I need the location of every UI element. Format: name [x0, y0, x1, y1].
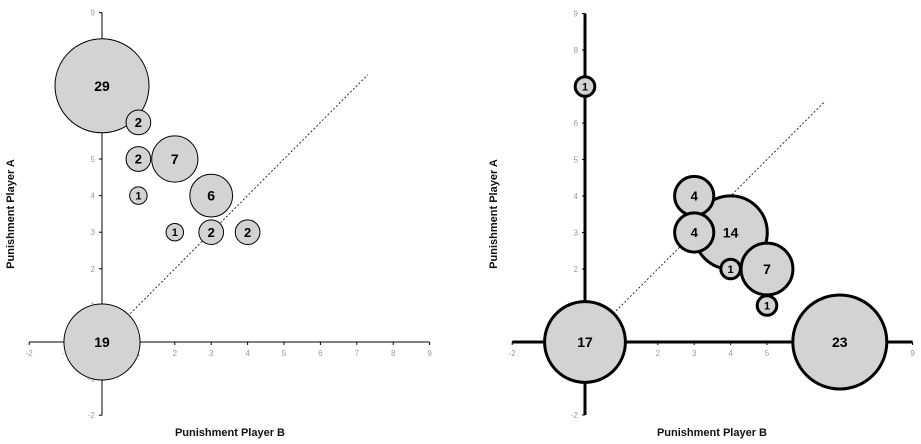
y-tick-label: 3	[91, 228, 96, 237]
x-axis-title: Punishment Player B	[657, 427, 767, 439]
y-axis-title: Punishment Player A	[488, 159, 500, 269]
bubble	[189, 173, 234, 218]
x-tick-label: -2	[509, 349, 517, 358]
y-tick-label: -2	[571, 411, 579, 420]
bubble	[129, 186, 148, 205]
y-tick-label: 3	[574, 229, 579, 238]
x-tick-label: 6	[318, 349, 323, 358]
x-tick-label: 3	[209, 349, 214, 358]
x-tick-label: 2	[173, 349, 178, 358]
bubble-count-label: 14	[723, 225, 739, 241]
bubble-count-label: 19	[94, 334, 110, 350]
x-tick-label: 4	[728, 349, 733, 358]
y-tick-label: 5	[91, 155, 96, 164]
x-tick-label: 9	[427, 349, 432, 358]
x-tick-label: 2	[656, 349, 661, 358]
bubble-count-label: 2	[244, 225, 251, 240]
bubble	[54, 38, 150, 134]
bubble	[165, 222, 185, 242]
bubble	[543, 300, 627, 384]
bubble-count-label: 2	[135, 152, 142, 167]
bubble	[234, 219, 261, 246]
y-tick-label: 4	[91, 192, 96, 201]
bubble-count-label: 1	[764, 300, 770, 312]
bubble-count-label: 4	[691, 225, 699, 240]
y-tick-label: 9	[574, 10, 579, 19]
bubble-count-label: 1	[728, 264, 734, 276]
y-tick-label: 6	[574, 119, 579, 128]
x-tick-label: -2	[26, 349, 34, 358]
bubble-count-label: 17	[577, 334, 593, 350]
y-tick-label: 9	[91, 9, 96, 18]
y-axis-title: Punishment Player A	[5, 159, 17, 269]
bubble-count-label: 23	[832, 334, 848, 350]
bubble-count-label: 7	[763, 261, 771, 277]
bubble-count-label: 1	[135, 191, 141, 203]
bubble-count-label: 7	[171, 151, 179, 167]
y-tick-label: 4	[574, 192, 579, 201]
bubble	[573, 75, 597, 98]
y-tick-label: 2	[574, 265, 579, 274]
bubble-count-label: 1	[582, 81, 588, 93]
bubble	[125, 109, 152, 136]
bubble-count-label: 1	[172, 227, 178, 239]
x-tick-label: 9	[910, 349, 915, 358]
diagonal-reference-line	[101, 74, 369, 343]
chart-right: -2-10123456789-2-10123456789Punishment P…	[488, 10, 915, 440]
bubble	[151, 135, 199, 183]
chart-left: -2-10123456789-2-10123456789Punishment P…	[5, 9, 432, 439]
bubble	[719, 257, 742, 281]
diagonal-reference-line	[584, 100, 826, 343]
bubble-count-label: 2	[135, 115, 142, 130]
y-tick-label: 8	[574, 46, 579, 55]
y-tick-label: -2	[88, 411, 96, 420]
x-tick-label: 3	[692, 349, 697, 358]
y-tick-label: 2	[91, 265, 96, 274]
x-tick-label: 5	[282, 349, 287, 358]
bubble	[63, 303, 141, 381]
bubble-count-label: 6	[207, 188, 215, 204]
x-tick-label: 8	[391, 349, 396, 358]
bubble-count-label: 29	[94, 78, 110, 94]
x-axis-title: Punishment Player B	[175, 427, 285, 439]
x-tick-label: 5	[765, 349, 770, 358]
bubble	[755, 294, 779, 317]
x-tick-label: 7	[355, 349, 360, 358]
x-tick-label: 4	[245, 349, 250, 358]
bubble-count-label: 4	[691, 189, 699, 204]
bubble	[198, 219, 225, 246]
bubble	[125, 146, 152, 172]
bubble	[673, 211, 716, 254]
bubble	[791, 293, 889, 391]
bubble-count-label: 2	[208, 225, 215, 240]
y-tick-label: 5	[574, 156, 579, 165]
